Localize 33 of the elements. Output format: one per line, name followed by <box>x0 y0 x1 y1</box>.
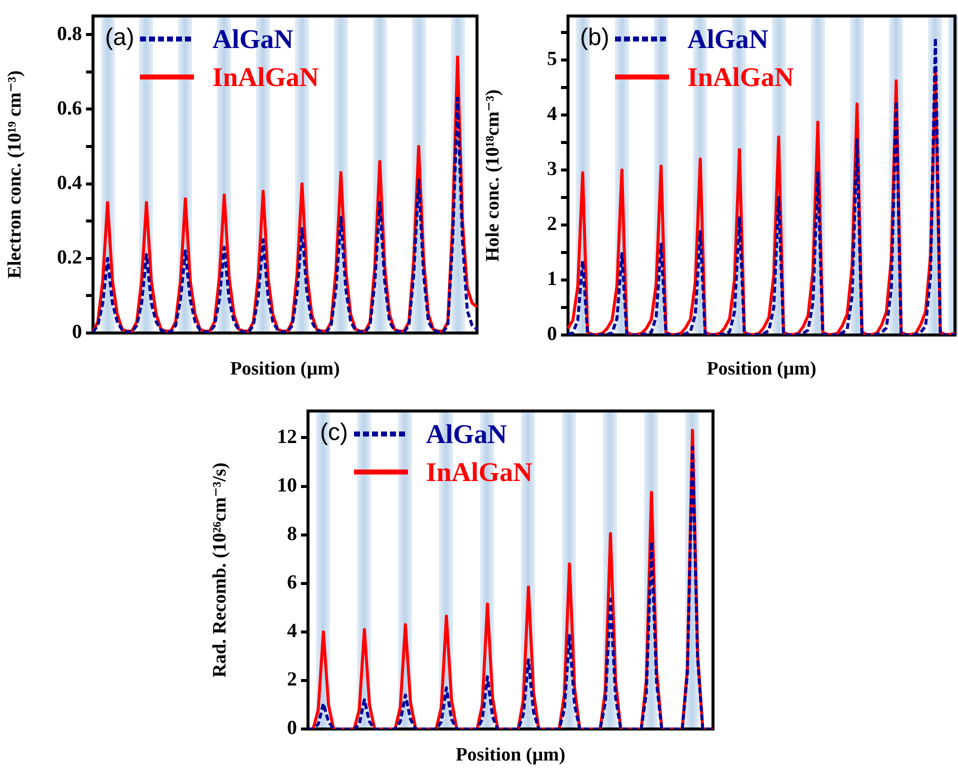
legend-label: InAlGaN <box>212 62 319 92</box>
legend-label: AlGaN <box>687 24 768 54</box>
y-axis-title: Rad. Recomb. (10²⁶cm⁻³/s) <box>209 462 230 678</box>
y-tick-label: 0 <box>287 717 297 740</box>
y-axis-title: Hole conc. (10¹⁸cm⁻³) <box>482 89 504 262</box>
legend-label: AlGaN <box>212 24 294 54</box>
x-axis-title: Position (µm) <box>456 744 566 766</box>
y-tick-label: 0 <box>72 321 82 344</box>
x-axis-title: Position (µm) <box>706 358 816 380</box>
y-tick-label: 0.2 <box>57 246 82 269</box>
annotation: (b) <box>580 23 610 53</box>
y-tick-label: 8 <box>287 522 297 545</box>
y-tick-label: 0 <box>547 323 557 346</box>
y-tick-label: 3 <box>547 158 557 180</box>
y-tick-label: 0.4 <box>57 172 82 194</box>
legend-label: AlGaN <box>426 418 507 450</box>
y-axis-title: Electron conc. (10¹⁹ cm⁻³) <box>4 70 26 279</box>
y-tick-label: 0.6 <box>57 97 82 120</box>
legend-label: InAlGaN <box>687 62 794 92</box>
legend-label: InAlGaN <box>426 456 533 488</box>
annotation: (a) <box>105 23 134 53</box>
x-axis-title: Position (µm) <box>230 358 340 380</box>
y-tick-label: 12 <box>277 426 297 448</box>
y-tick-label: 6 <box>287 572 297 594</box>
y-tick-label: 5 <box>547 48 557 70</box>
y-tick-label: 2 <box>287 668 297 691</box>
y-tick-label: 10 <box>277 474 297 496</box>
y-tick-label: 0.8 <box>57 22 82 45</box>
y-tick-label: 2 <box>547 213 557 236</box>
y-tick-label: 4 <box>287 620 297 642</box>
y-tick-label: 4 <box>547 103 557 126</box>
y-tick-label: 1 <box>547 268 557 290</box>
annotation: (c) <box>320 418 348 448</box>
